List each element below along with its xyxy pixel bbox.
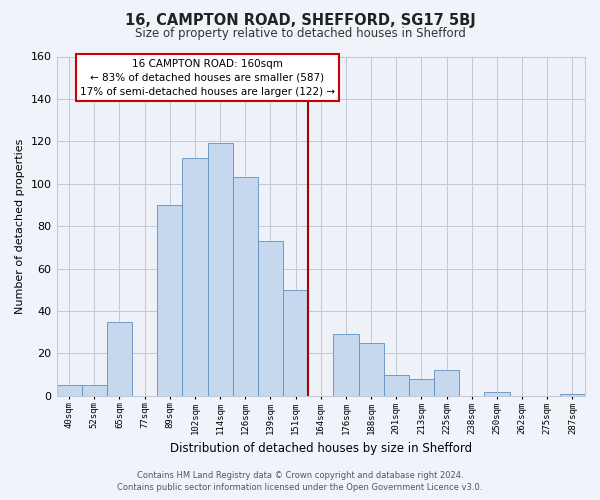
Text: Contains HM Land Registry data © Crown copyright and database right 2024.
Contai: Contains HM Land Registry data © Crown c… <box>118 471 482 492</box>
Text: 16, CAMPTON ROAD, SHEFFORD, SG17 5BJ: 16, CAMPTON ROAD, SHEFFORD, SG17 5BJ <box>125 12 475 28</box>
Bar <box>334 334 359 396</box>
X-axis label: Distribution of detached houses by size in Shefford: Distribution of detached houses by size … <box>170 442 472 455</box>
Text: 16 CAMPTON ROAD: 160sqm
← 83% of detached houses are smaller (587)
17% of semi-d: 16 CAMPTON ROAD: 160sqm ← 83% of detache… <box>80 58 335 96</box>
Bar <box>233 178 258 396</box>
Bar <box>383 374 409 396</box>
Bar <box>434 370 459 396</box>
Y-axis label: Number of detached properties: Number of detached properties <box>15 138 25 314</box>
Bar <box>359 343 383 396</box>
Bar <box>107 322 132 396</box>
Bar <box>258 241 283 396</box>
Bar <box>409 379 434 396</box>
Bar <box>182 158 208 396</box>
Bar <box>157 205 182 396</box>
Bar <box>560 394 585 396</box>
Bar <box>208 144 233 396</box>
Text: Size of property relative to detached houses in Shefford: Size of property relative to detached ho… <box>134 28 466 40</box>
Bar <box>283 290 308 396</box>
Bar <box>82 386 107 396</box>
Bar <box>484 392 509 396</box>
Bar <box>56 386 82 396</box>
